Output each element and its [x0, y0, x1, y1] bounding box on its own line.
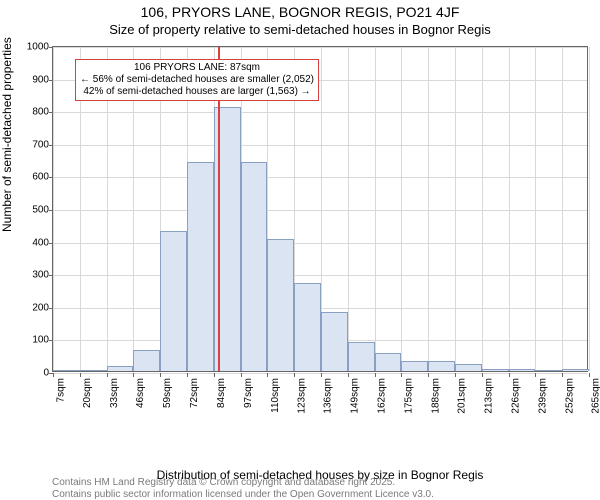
x-tick-label: 188sqm — [430, 378, 441, 414]
x-tick-mark — [160, 373, 161, 377]
plot-area: 01002003004005006007008009001000106 PRYO… — [52, 46, 588, 372]
x-tick-label: 175sqm — [403, 378, 414, 414]
x-tick-mark — [133, 373, 134, 377]
x-tick-label: 162sqm — [377, 378, 388, 414]
x-tick-label: 33sqm — [109, 378, 120, 408]
grid-line-v — [401, 47, 402, 371]
x-tick-mark — [53, 373, 54, 377]
histogram-bar — [562, 369, 589, 371]
histogram-bar — [133, 350, 160, 371]
x-tick-mark — [267, 373, 268, 377]
x-tick-mark — [401, 373, 402, 377]
x-tick-label: 46sqm — [135, 378, 146, 408]
x-tick-mark — [80, 373, 81, 377]
x-tick-label: 239sqm — [537, 378, 548, 414]
chart-title: 106, PRYORS LANE, BOGNOR REGIS, PO21 4JF — [0, 0, 600, 21]
x-tick-mark — [455, 373, 456, 377]
grid-line-v — [589, 47, 590, 371]
x-tick-mark — [375, 373, 376, 377]
histogram-bar — [348, 342, 375, 371]
histogram-bar — [455, 364, 482, 371]
grid-line-v — [375, 47, 376, 371]
x-tick-label: 136sqm — [323, 378, 334, 414]
x-tick-mark — [482, 373, 483, 377]
x-tick-label: 72sqm — [189, 378, 200, 408]
grid-line-v — [428, 47, 429, 371]
y-tick-label: 1000 — [19, 42, 49, 53]
x-tick-mark — [589, 373, 590, 377]
y-tick-label: 500 — [19, 205, 49, 216]
x-tick-mark — [509, 373, 510, 377]
grid-line-v — [509, 47, 510, 371]
x-tick-mark — [241, 373, 242, 377]
histogram-bar — [401, 361, 428, 371]
x-tick-label: 59sqm — [162, 378, 173, 408]
x-tick-mark — [348, 373, 349, 377]
histogram-bar — [241, 162, 268, 371]
x-tick-label: 84sqm — [216, 378, 227, 408]
grid-line-v — [482, 47, 483, 371]
y-tick-label: 700 — [19, 139, 49, 150]
histogram-bar — [160, 231, 187, 371]
x-tick-label: 110sqm — [269, 378, 280, 413]
grid-line-v — [535, 47, 536, 371]
chart-subtitle: Size of property relative to semi-detach… — [0, 21, 600, 38]
x-tick-label: 226sqm — [511, 378, 522, 414]
histogram-bar — [375, 353, 402, 371]
x-tick-mark — [214, 373, 215, 377]
x-tick-label: 97sqm — [243, 378, 254, 408]
x-tick-container: 7sqm20sqm33sqm46sqm59sqm72sqm84sqm97sqm1… — [52, 46, 588, 92]
x-tick-mark — [294, 373, 295, 377]
histogram-bar — [267, 239, 294, 371]
grid-line-v — [53, 47, 54, 371]
y-tick-label: 900 — [19, 74, 49, 85]
x-tick-label: 265sqm — [591, 378, 600, 414]
histogram-bar — [107, 366, 134, 371]
x-tick-label: 213sqm — [484, 378, 495, 414]
chart-area: 01002003004005006007008009001000106 PRYO… — [52, 46, 588, 418]
x-tick-mark — [428, 373, 429, 377]
x-tick-mark — [187, 373, 188, 377]
y-tick-label: 800 — [19, 107, 49, 118]
x-tick-label: 20sqm — [82, 378, 93, 408]
histogram-bar — [321, 312, 348, 371]
x-tick-label: 201sqm — [457, 378, 468, 414]
grid-line-v — [562, 47, 563, 371]
y-axis-label: Number of semi-detached properties — [0, 37, 14, 232]
y-tick-label: 200 — [19, 302, 49, 313]
x-tick-mark — [535, 373, 536, 377]
x-tick-label: 123sqm — [296, 378, 307, 414]
y-tick-label: 400 — [19, 237, 49, 248]
y-tick-label: 600 — [19, 172, 49, 183]
x-tick-mark — [107, 373, 108, 377]
chart-container: 106, PRYORS LANE, BOGNOR REGIS, PO21 4JF… — [0, 0, 600, 500]
histogram-bar — [509, 369, 536, 371]
footer-line-1: Contains HM Land Registry data © Crown c… — [52, 477, 434, 489]
footer-line-2: Contains public sector information licen… — [52, 489, 434, 500]
x-tick-mark — [562, 373, 563, 377]
y-tick-label: 0 — [19, 368, 49, 379]
x-tick-label: 149sqm — [350, 378, 361, 414]
histogram-bar — [294, 283, 321, 371]
grid-line-v — [348, 47, 349, 371]
x-tick-label: 252sqm — [564, 378, 575, 414]
x-tick-label: 7sqm — [55, 378, 66, 402]
histogram-bar — [482, 369, 509, 371]
histogram-bar — [187, 162, 214, 371]
histogram-bar — [53, 370, 80, 371]
histogram-bar — [428, 361, 455, 371]
histogram-bar — [535, 370, 562, 371]
y-tick-label: 100 — [19, 335, 49, 346]
y-tick-label: 300 — [19, 270, 49, 281]
histogram-bar — [80, 370, 107, 371]
grid-line-v — [455, 47, 456, 371]
footer-text: Contains HM Land Registry data © Crown c… — [52, 477, 434, 500]
x-tick-mark — [321, 373, 322, 377]
